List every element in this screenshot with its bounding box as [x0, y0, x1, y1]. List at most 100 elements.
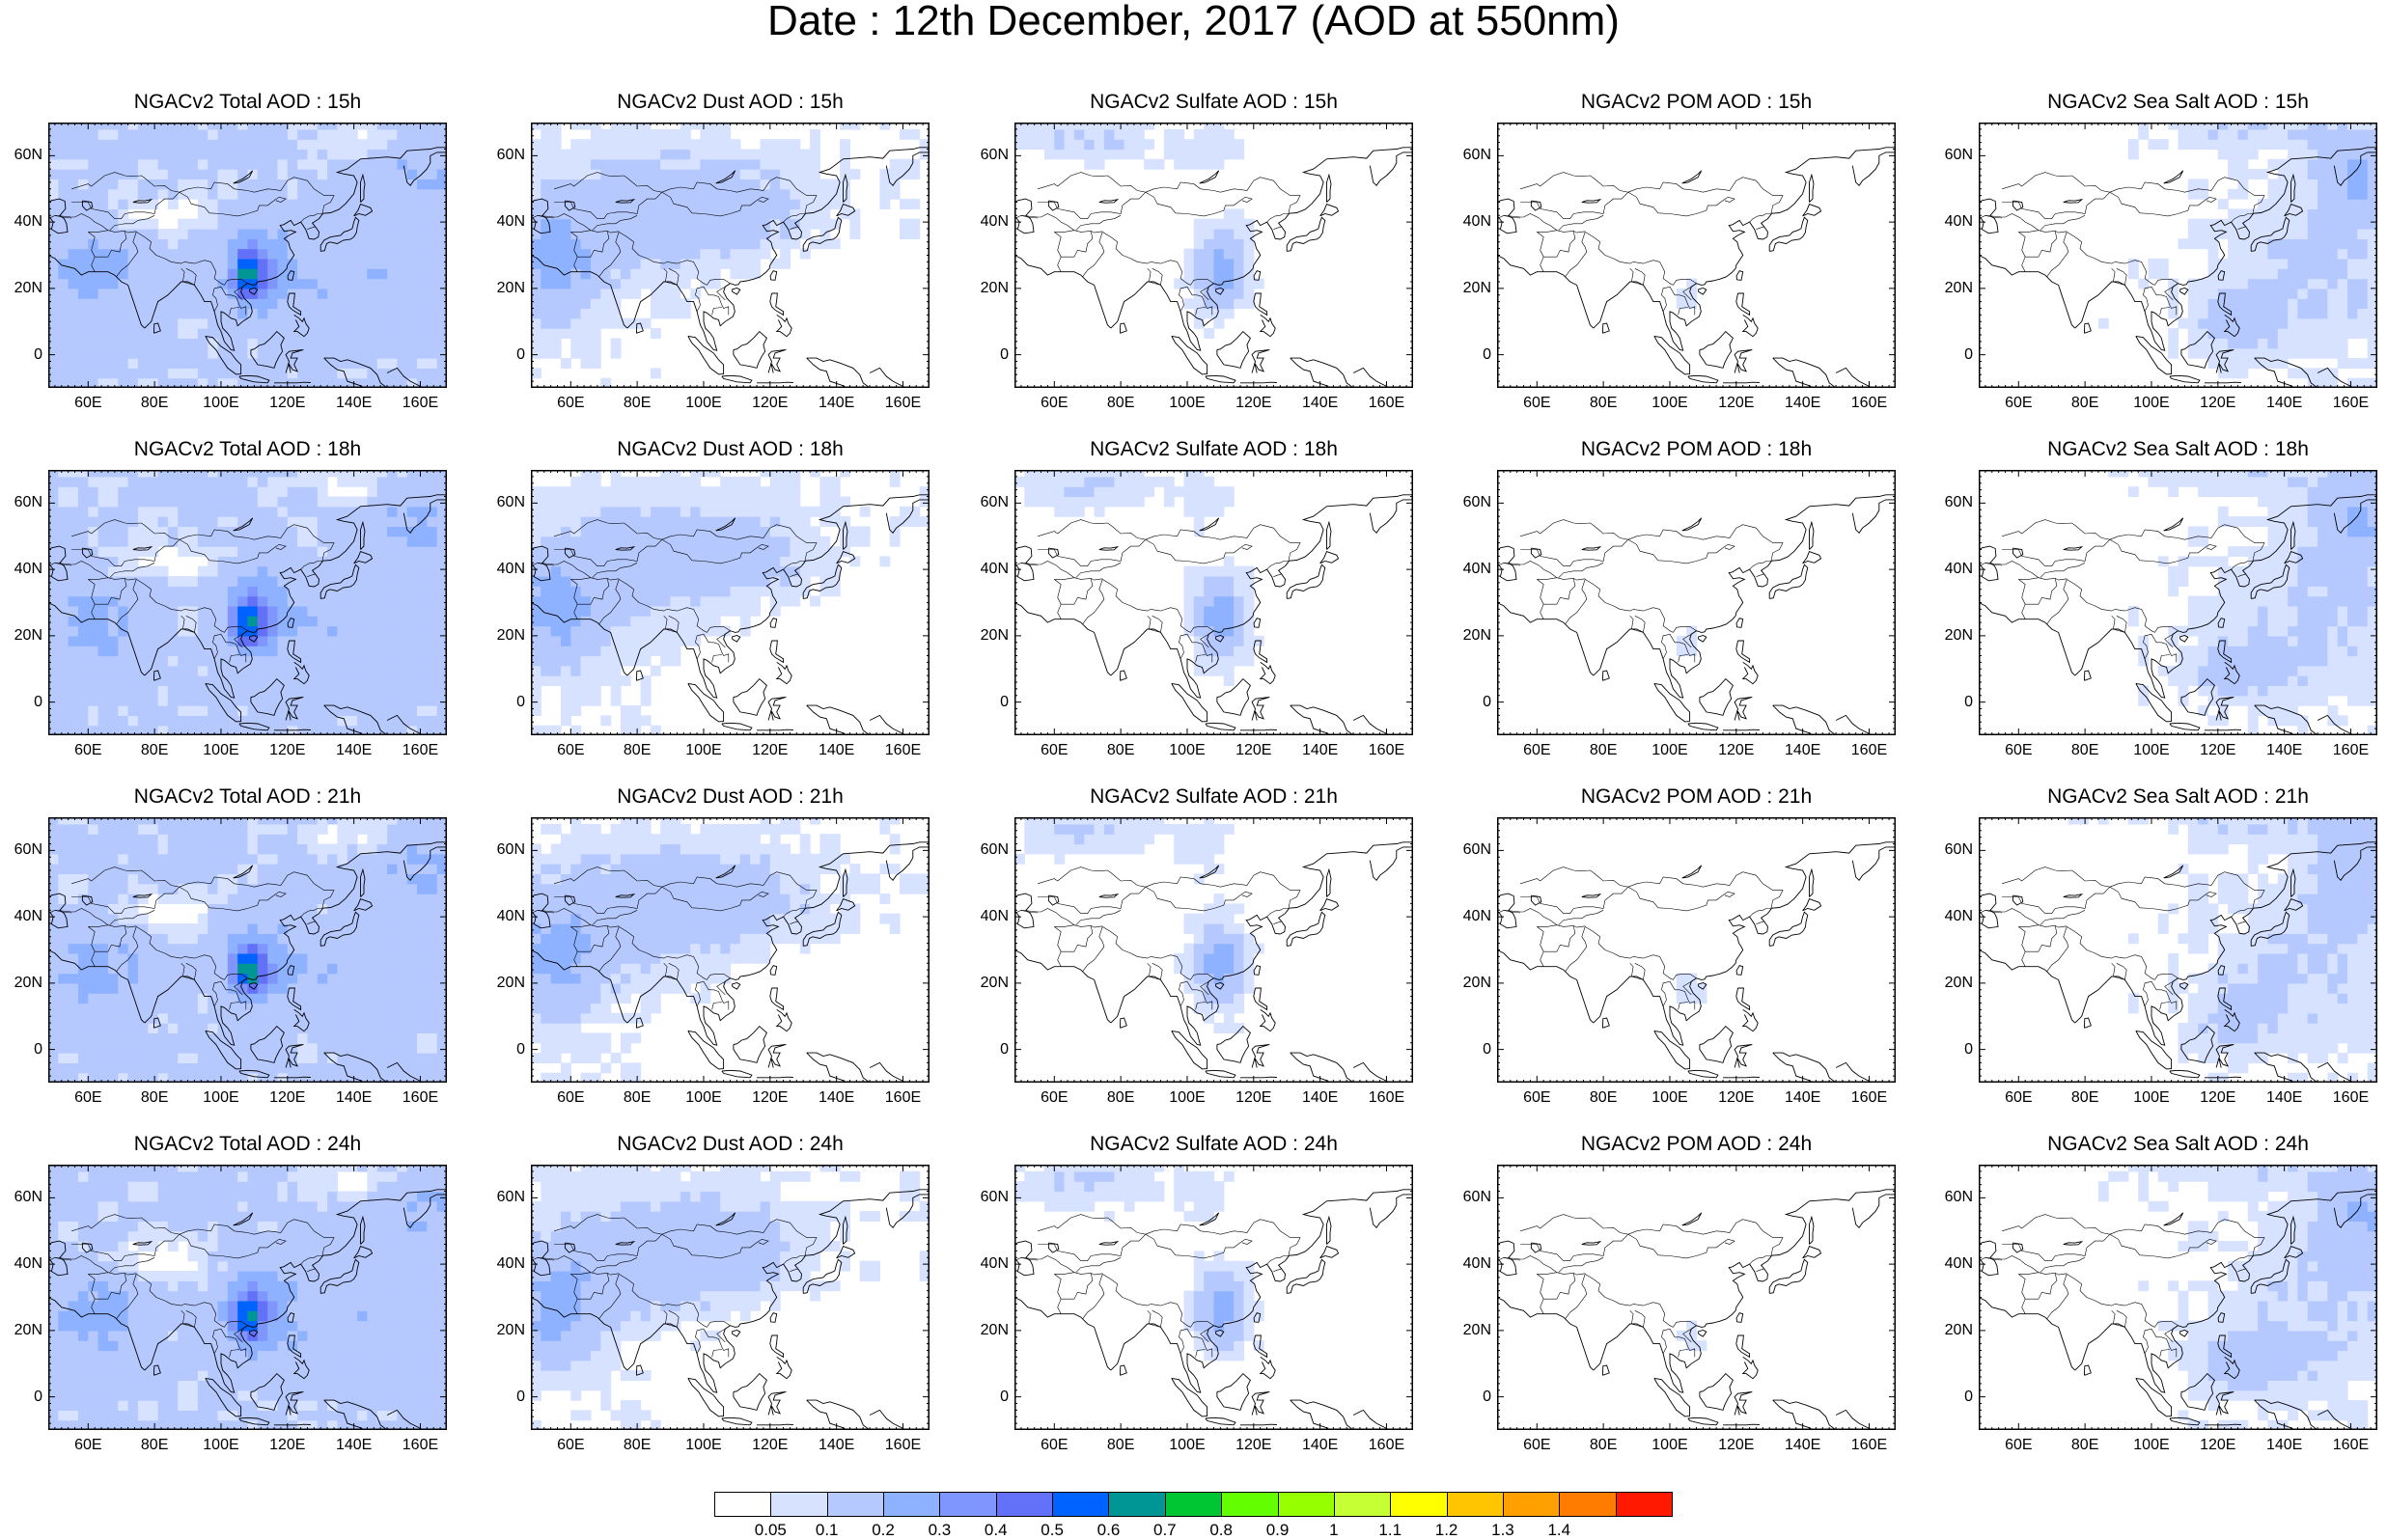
map-panel	[531, 123, 930, 388]
lat-tick-label: 0	[34, 1388, 42, 1405]
lon-tick-label: 140E	[818, 1437, 855, 1453]
lon-tick-label: 120E	[2200, 742, 2236, 758]
lon-tick-label: 160E	[884, 395, 922, 411]
map-border	[1497, 817, 1896, 1083]
aod-field	[531, 123, 930, 388]
map-panel	[48, 123, 447, 388]
lon-tick-label: 80E	[1589, 742, 1618, 758]
lat-tick-label: 60N	[14, 494, 42, 511]
lon-tick-label: 80E	[623, 1089, 652, 1106]
lat-tick-label: 20N	[1462, 626, 1491, 644]
lon-tick-label: 80E	[2070, 1089, 2099, 1106]
coastlines	[48, 147, 447, 388]
coastlines	[1979, 1189, 2377, 1430]
aod-map	[1014, 1165, 1413, 1430]
lat-tick-label: 60N	[496, 1189, 525, 1206]
panel-title: NGACv2 Dust AOD : 24h	[617, 1133, 844, 1155]
map-border	[1497, 1165, 1896, 1430]
lat-tick-label: 0	[1483, 1388, 1491, 1405]
aod-map	[1979, 123, 2377, 388]
lat-tick-label: 40N	[14, 1255, 42, 1273]
lon-tick-label: 160E	[1850, 395, 1888, 411]
lon-tick-label: 80E	[1106, 1089, 1135, 1106]
aod-field	[1014, 123, 1264, 339]
lon-tick-label: 140E	[1784, 1089, 1821, 1106]
colorbar-swatch	[1108, 1492, 1166, 1517]
aod-field	[1676, 1320, 1707, 1352]
lat-tick-label: 20N	[980, 974, 1009, 991]
lon-tick-label: 100E	[203, 395, 239, 411]
axis-ticks	[1497, 1165, 1896, 1430]
lat-tick-label: 20N	[1462, 279, 1491, 296]
colorbar-swatch	[1446, 1492, 1504, 1517]
lat-tick-label: 40N	[980, 561, 1009, 578]
coastlines	[1014, 841, 1413, 1083]
lat-tick-label: 20N	[14, 279, 42, 296]
lon-tick-label: 60E	[1041, 1437, 1069, 1453]
aod-field	[48, 123, 447, 388]
lat-tick-label: 20N	[496, 279, 525, 296]
lon-tick-label: 100E	[685, 742, 722, 758]
lon-tick-label: 160E	[402, 1437, 439, 1453]
colorbar-label: 0.3	[928, 1521, 952, 1539]
lat-tick-label: 0	[516, 1040, 525, 1058]
coastlines	[531, 1189, 930, 1430]
lon-tick-label: 160E	[2332, 1437, 2370, 1453]
map-panel	[1014, 123, 1413, 388]
panel-title: NGACv2 POM AOD : 18h	[1580, 438, 1813, 460]
coastlines	[48, 494, 447, 735]
lat-tick-label: 60N	[14, 841, 42, 859]
lat-tick-label: 40N	[14, 561, 42, 578]
aod-field	[48, 1165, 447, 1430]
lat-tick-label: 0	[516, 1388, 525, 1405]
lon-tick-label: 100E	[685, 395, 722, 411]
panel-title: NGACv2 POM AOD : 24h	[1580, 1133, 1813, 1155]
lat-tick-label: 60N	[1944, 494, 1973, 511]
lon-tick-label: 60E	[557, 742, 585, 758]
lat-tick-label: 60N	[1944, 1189, 1973, 1206]
lat-tick-label: 0	[516, 693, 525, 710]
coastlines	[48, 841, 447, 1083]
lon-tick-label: 100E	[2133, 1089, 2170, 1106]
colorbar-label: 0.5	[1041, 1521, 1064, 1539]
colorbar-swatch	[770, 1492, 828, 1517]
colorbar-swatch	[714, 1492, 772, 1517]
lon-tick-label: 60E	[557, 1089, 585, 1106]
lon-tick-label: 80E	[2070, 742, 2099, 758]
lon-tick-label: 100E	[1169, 395, 1206, 411]
lon-tick-label: 140E	[2265, 742, 2303, 758]
lon-tick-label: 60E	[74, 742, 102, 758]
lat-tick-label: 20N	[980, 279, 1009, 296]
lat-tick-label: 0	[34, 693, 42, 710]
lat-tick-label: 60N	[496, 147, 525, 164]
map-panel	[531, 470, 930, 735]
lon-tick-label: 80E	[140, 1437, 169, 1453]
lon-tick-label: 120E	[1718, 1089, 1755, 1106]
colorbar-swatch	[995, 1492, 1054, 1517]
colorbar-swatch	[883, 1492, 941, 1517]
colorbar-label: 1.4	[1547, 1521, 1571, 1539]
map-border	[1014, 123, 1413, 388]
aod-map	[1014, 123, 1413, 388]
aod-map	[48, 1165, 447, 1430]
map-border	[531, 123, 930, 388]
lon-tick-label: 160E	[884, 742, 922, 758]
lon-tick-label: 80E	[623, 742, 652, 758]
lon-tick-label: 140E	[2265, 1437, 2303, 1453]
aod-field	[2097, 1165, 2377, 1430]
lon-tick-label: 120E	[1235, 1437, 1272, 1453]
lon-tick-label: 100E	[685, 1089, 722, 1106]
lat-tick-label: 60N	[1462, 494, 1491, 511]
lon-tick-label: 120E	[752, 742, 789, 758]
lat-tick-label: 20N	[14, 626, 42, 644]
map-panel	[1014, 470, 1413, 735]
aod-field	[2068, 817, 2377, 1083]
lon-tick-label: 80E	[140, 742, 169, 758]
lon-tick-label: 120E	[269, 1437, 306, 1453]
lat-tick-label: 60N	[980, 841, 1009, 859]
lon-tick-label: 160E	[2332, 1089, 2370, 1106]
colorbar-swatch	[1052, 1492, 1110, 1517]
lat-tick-label: 60N	[1944, 147, 1973, 164]
lat-tick-label: 20N	[1944, 974, 1973, 991]
lon-tick-label: 100E	[203, 742, 239, 758]
